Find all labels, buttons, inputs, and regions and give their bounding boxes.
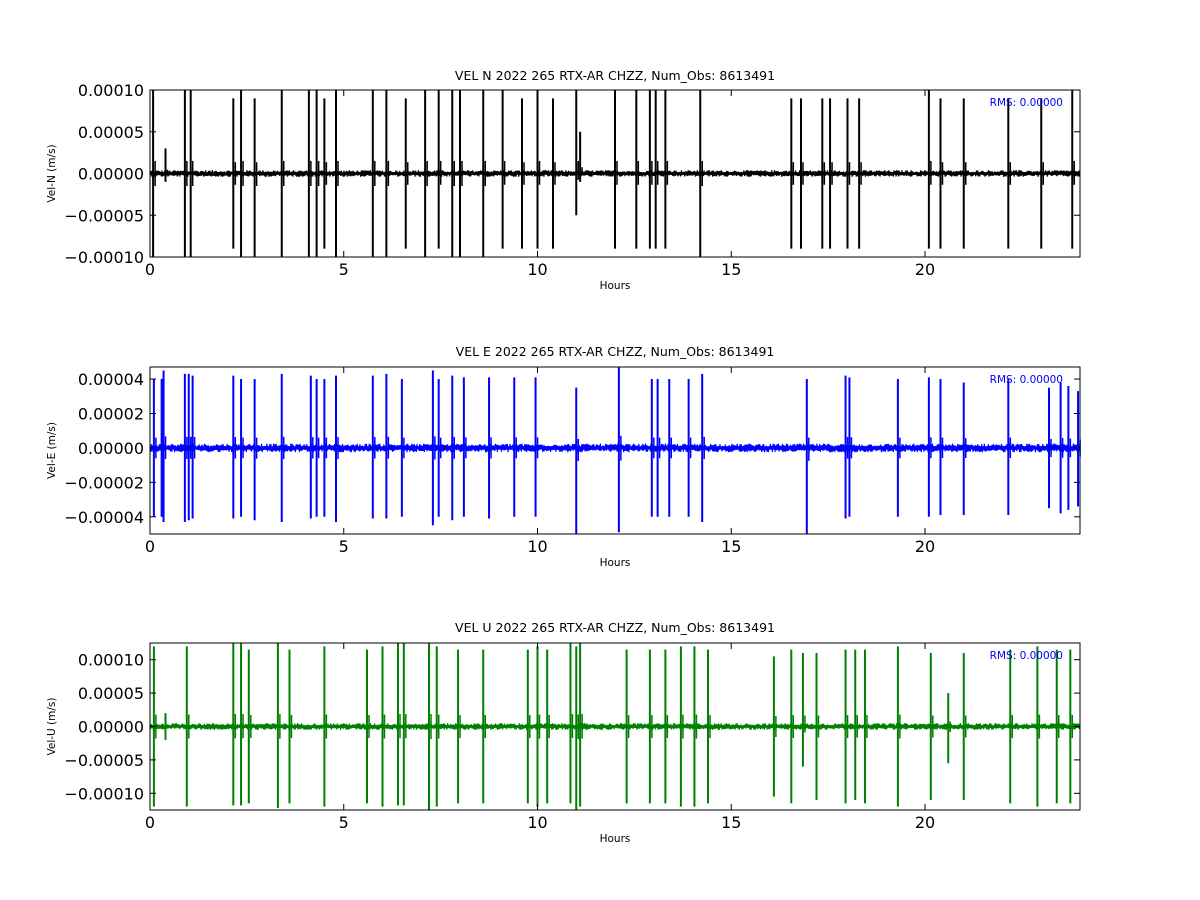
x-axis-label: Hours	[600, 280, 631, 292]
y-tick-label: 0.00002	[78, 404, 144, 423]
x-tick-label: 20	[915, 813, 935, 832]
x-tick-label: 15	[721, 260, 741, 279]
x-axis-label: Hours	[600, 557, 631, 569]
rms-label: RMS: 0.00000	[990, 650, 1063, 662]
y-tick-label: −0.00002	[64, 473, 144, 492]
panel-title: VEL E 2022 265 RTX-AR CHZZ, Num_Obs: 861…	[456, 344, 775, 359]
y-tick-label: −0.00010	[64, 248, 144, 267]
y-tick-label: 0.00005	[78, 684, 144, 703]
y-tick-label: −0.00005	[64, 751, 144, 770]
y-tick-label: 0.00000	[78, 718, 144, 737]
y-tick-label: 0.00004	[78, 370, 144, 389]
x-tick-label: 5	[339, 537, 349, 556]
series-vel-u	[149, 643, 1081, 810]
series-baseline	[149, 723, 1081, 730]
panel-title: VEL N 2022 265 RTX-AR CHZZ, Num_Obs: 861…	[455, 68, 775, 83]
y-axis-label: Vel-U (m/s)	[46, 698, 58, 756]
x-tick-label: 20	[915, 537, 935, 556]
axis-ticks: 0 5 10 15 20 −0.00004 −0.00002 0.00000 0.00002 0.…	[64, 367, 1080, 556]
plot-frame	[149, 366, 1081, 535]
panel-vel-u: VEL U 2022 265 RTX-AR CHZZ, Num_Obs: 861…	[46, 620, 1081, 845]
axis-ticks: 0 5 10 15 20 −0.00010 −0.00005 0.00000 0.00005 0.…	[64, 81, 1080, 279]
series-vel-n	[149, 90, 1081, 257]
panel-title: VEL U 2022 265 RTX-AR CHZZ, Num_Obs: 861…	[455, 620, 775, 635]
panel-vel-e: VEL E 2022 265 RTX-AR CHZZ, Num_Obs: 861…	[46, 344, 1081, 569]
x-tick-label: 0	[145, 537, 155, 556]
x-tick-label: 15	[721, 813, 741, 832]
x-tick-label: 20	[915, 260, 935, 279]
x-tick-label: 0	[145, 260, 155, 279]
y-tick-label: 0.00005	[78, 123, 144, 142]
x-tick-label: 10	[527, 537, 547, 556]
rms-label: RMS: 0.00000	[990, 97, 1063, 109]
y-tick-label: −0.00004	[64, 508, 144, 527]
series-baseline	[149, 443, 1081, 453]
series-vel-e	[149, 367, 1081, 534]
y-tick-label: −0.00010	[64, 784, 144, 803]
y-tick-label: −0.00005	[64, 206, 144, 225]
x-tick-label: 10	[527, 260, 547, 279]
panel-vel-n: VEL N 2022 265 RTX-AR CHZZ, Num_Obs: 861…	[46, 68, 1081, 292]
x-tick-label: 5	[339, 813, 349, 832]
y-axis-label: Vel-E (m/s)	[46, 422, 58, 479]
x-tick-label: 5	[339, 260, 349, 279]
y-tick-label: 0.00010	[78, 651, 144, 670]
rms-label: RMS: 0.00000	[990, 374, 1063, 386]
axis-ticks: 0 5 10 15 20 −0.00010 −0.00005 0.00000 0.00005 0.…	[64, 643, 1080, 832]
x-axis-label: Hours	[600, 833, 631, 845]
x-tick-label: 15	[721, 537, 741, 556]
y-tick-label: 0.00000	[78, 439, 144, 458]
y-tick-label: 0.00010	[78, 81, 144, 100]
y-axis-label: Vel-N (m/s)	[46, 144, 58, 202]
y-tick-label: 0.00000	[78, 165, 144, 184]
x-tick-label: 10	[527, 813, 547, 832]
x-tick-label: 0	[145, 813, 155, 832]
